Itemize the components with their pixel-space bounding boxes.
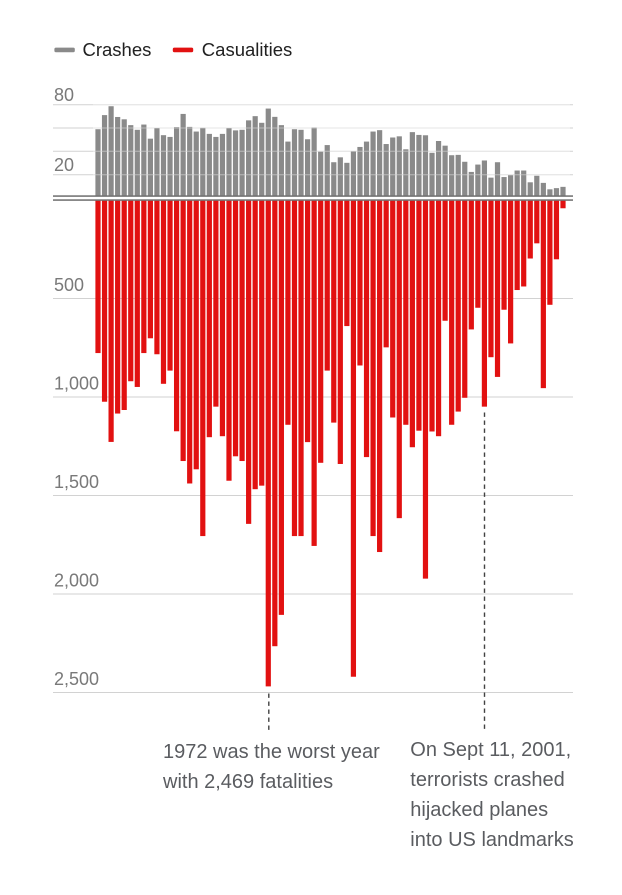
svg-text:1,500: 1,500 (54, 472, 99, 492)
svg-text:Crashes: Crashes (83, 39, 152, 60)
svg-text:20: 20 (54, 155, 74, 175)
svg-text:terrorists crashed: terrorists crashed (410, 769, 565, 791)
svg-text:80: 80 (54, 85, 74, 105)
svg-text:with 2,469 fatalities: with 2,469 fatalities (162, 771, 333, 793)
svg-text:Casualities: Casualities (202, 39, 292, 60)
svg-text:2,500: 2,500 (54, 669, 99, 689)
svg-text:2,000: 2,000 (54, 571, 99, 591)
svg-text:1972 was the worst year: 1972 was the worst year (163, 741, 380, 763)
svg-text:1,000: 1,000 (54, 374, 99, 394)
svg-text:On Sept 11, 2001,: On Sept 11, 2001, (410, 739, 571, 761)
svg-text:into US landmarks: into US landmarks (410, 829, 573, 851)
svg-text:hijacked planes: hijacked planes (410, 799, 548, 821)
svg-text:500: 500 (54, 275, 84, 295)
